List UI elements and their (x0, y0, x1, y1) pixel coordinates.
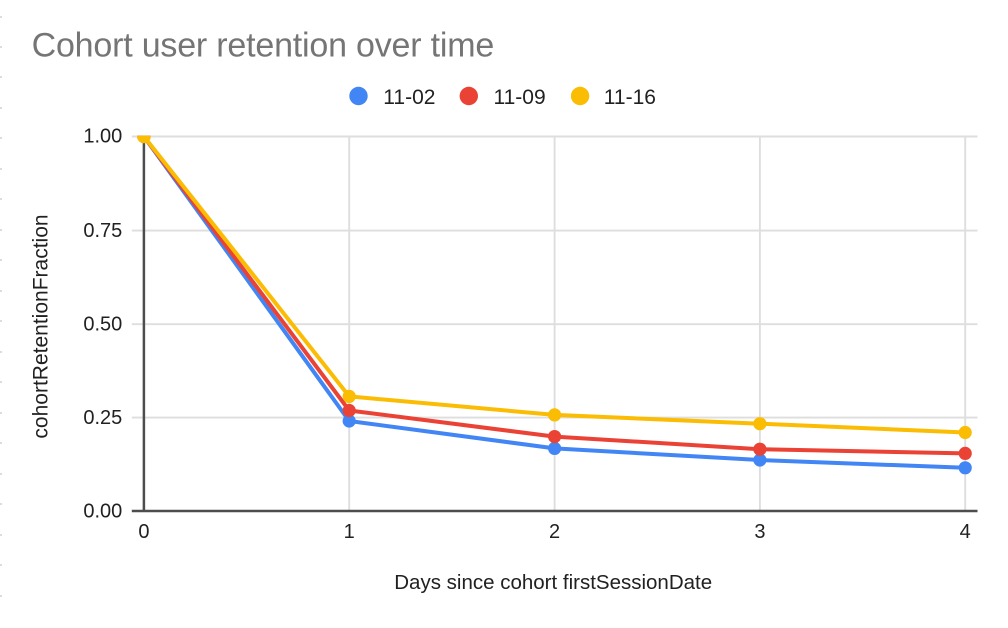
svg-text:cohortRetentionFraction: cohortRetentionFraction (30, 214, 53, 438)
svg-text:2: 2 (549, 521, 560, 543)
svg-text:0.25: 0.25 (83, 407, 122, 429)
svg-text:Cohort user retention over tim: Cohort user retention over time (32, 27, 494, 65)
svg-text:0.50: 0.50 (83, 313, 122, 335)
svg-text:0: 0 (138, 521, 149, 543)
svg-text:0.75: 0.75 (83, 220, 122, 242)
svg-text:11-16: 11-16 (604, 86, 656, 109)
svg-text:1.00: 1.00 (83, 126, 122, 148)
svg-text:0.00: 0.00 (83, 500, 122, 522)
svg-text:Days since cohort firstSession: Days since cohort firstSessionDate (394, 571, 712, 594)
svg-text:3: 3 (754, 521, 765, 543)
svg-text:11-09: 11-09 (494, 86, 546, 109)
svg-text:11-02: 11-02 (383, 86, 435, 109)
svg-text:4: 4 (960, 521, 971, 543)
svg-text:1: 1 (344, 521, 355, 543)
